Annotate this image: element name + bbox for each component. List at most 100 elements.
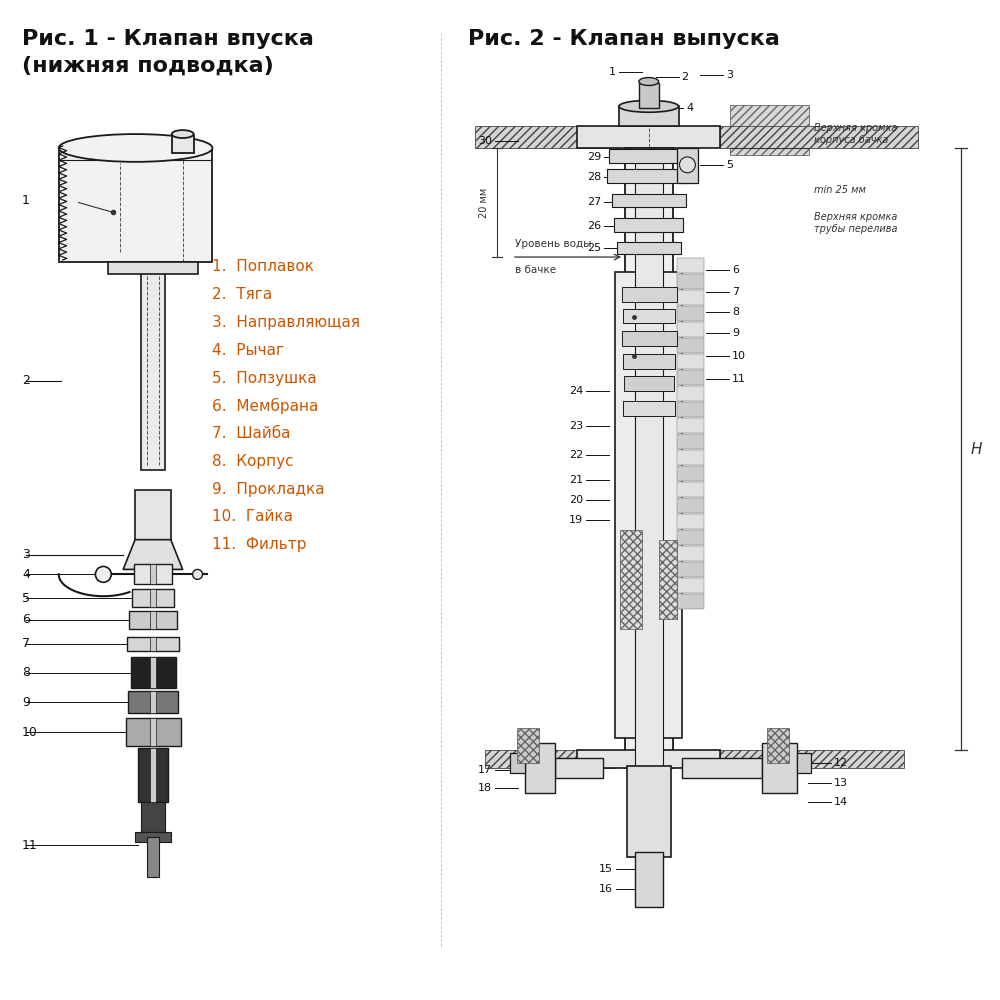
Text: 3.  Направляющая: 3. Направляющая (212, 315, 360, 330)
Text: 8: 8 (732, 307, 739, 317)
Bar (141, 262, 165, 470)
Bar (131, 657, 176, 688)
Bar (150, 718, 156, 746)
Text: 25: 25 (587, 243, 601, 253)
Bar (150, 564, 156, 584)
Bar (623, 401, 675, 416)
Bar (677, 418, 704, 433)
Bar (517, 728, 539, 763)
Bar (677, 148, 698, 183)
Text: 9: 9 (22, 696, 30, 709)
Bar (555, 758, 603, 778)
Text: 18: 18 (478, 783, 492, 793)
Text: 8: 8 (22, 666, 30, 679)
Text: 26: 26 (587, 221, 601, 231)
Bar (510, 753, 525, 773)
Bar (677, 306, 704, 321)
Text: 6: 6 (732, 265, 739, 275)
Text: в бачке: в бачке (515, 265, 556, 275)
Bar (135, 490, 171, 540)
Text: 11.  Фильтр: 11. Фильтр (212, 537, 307, 552)
Bar (677, 578, 704, 593)
Bar (677, 594, 704, 609)
Text: 6.  Мембрана: 6. Мембрана (212, 398, 319, 414)
Text: 29: 29 (587, 152, 601, 162)
Text: 7.  Шайба: 7. Шайба (212, 426, 291, 441)
Bar (127, 637, 179, 651)
Text: 1: 1 (609, 67, 616, 77)
Text: Рис. 1 - Клапан впуска: Рис. 1 - Клапан впуска (22, 29, 314, 49)
Bar (172, 135, 194, 153)
Bar (150, 691, 156, 713)
Text: 13: 13 (834, 778, 848, 788)
Text: корпуса бачка: корпуса бачка (814, 135, 889, 145)
Text: 15: 15 (599, 864, 613, 874)
Bar (659, 540, 677, 619)
Circle shape (193, 569, 203, 579)
Ellipse shape (619, 100, 678, 112)
Text: трубы перелива: трубы перелива (814, 224, 898, 234)
Text: 30: 30 (478, 136, 492, 146)
Polygon shape (123, 540, 183, 569)
Text: H: H (971, 442, 983, 457)
Ellipse shape (639, 78, 659, 85)
Text: 10: 10 (732, 351, 746, 361)
Bar (762, 743, 797, 793)
Text: 27: 27 (587, 197, 601, 207)
Bar (677, 290, 704, 305)
Bar (627, 766, 671, 857)
Text: 5.  Ползушка: 5. Ползушка (212, 371, 317, 386)
Text: 7: 7 (732, 287, 739, 297)
Text: 28: 28 (587, 172, 601, 182)
Bar (622, 331, 677, 346)
Bar (623, 354, 675, 369)
Bar (635, 158, 663, 768)
Bar (625, 148, 673, 768)
Bar (128, 691, 178, 713)
Bar (677, 402, 704, 417)
Text: 22: 22 (569, 450, 583, 460)
Bar (620, 530, 642, 629)
Text: 4.  Рычаг: 4. Рычаг (212, 343, 285, 358)
Text: 9: 9 (732, 328, 739, 338)
Bar (609, 149, 688, 163)
Bar (135, 832, 171, 842)
Bar (677, 466, 704, 481)
Text: 20: 20 (569, 495, 583, 505)
Bar (525, 743, 555, 793)
Text: 7: 7 (22, 637, 30, 650)
Bar (132, 589, 174, 607)
Bar (639, 84, 659, 108)
Circle shape (95, 566, 111, 582)
Text: 20 мм: 20 мм (479, 187, 489, 218)
Bar (612, 194, 686, 207)
Bar (134, 564, 172, 584)
Bar (682, 758, 762, 778)
Bar (677, 274, 704, 289)
Text: 12: 12 (834, 758, 848, 768)
Text: Рис. 2 - Клапан выпуска: Рис. 2 - Клапан выпуска (468, 29, 780, 49)
Bar (677, 514, 704, 529)
Bar (138, 748, 168, 802)
Text: 1: 1 (22, 194, 30, 207)
Text: 11: 11 (732, 374, 746, 384)
Bar (150, 637, 156, 651)
Text: 2: 2 (22, 374, 30, 387)
Bar (475, 126, 619, 148)
Text: 2: 2 (681, 72, 689, 82)
Text: 2.  Тяга: 2. Тяга (212, 287, 273, 302)
Text: 16: 16 (599, 884, 613, 894)
Bar (150, 748, 156, 802)
Text: 11: 11 (22, 839, 38, 852)
Bar (126, 718, 181, 746)
Text: 21: 21 (569, 475, 583, 485)
Bar (767, 728, 789, 763)
Bar (150, 611, 156, 629)
Bar (635, 852, 663, 907)
Text: 10: 10 (22, 726, 38, 739)
Bar (129, 611, 177, 629)
Text: 19: 19 (569, 515, 583, 525)
Bar (619, 106, 678, 126)
Text: 6: 6 (22, 613, 30, 626)
Bar (677, 386, 704, 401)
